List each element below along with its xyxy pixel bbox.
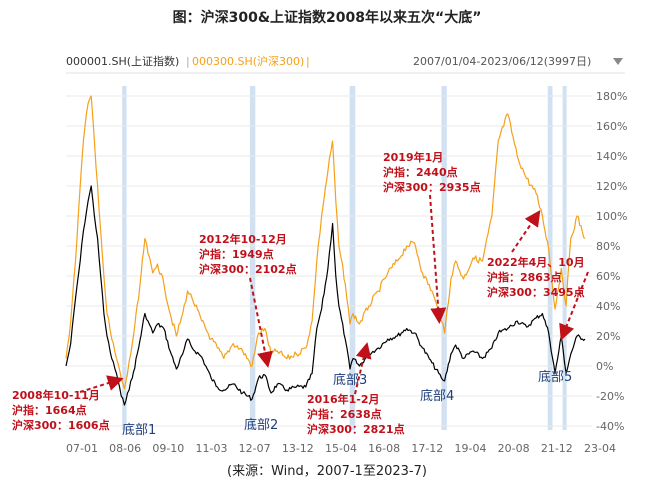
annotation-bottom-5: 2022年4月、10月 沪指：2863点 沪深300：3495点 bbox=[487, 255, 585, 299]
annotation-line: 沪深300：1606点 bbox=[12, 418, 110, 432]
y-tick-label: 120% bbox=[596, 180, 627, 193]
x-tick-label: 21-12 bbox=[541, 442, 573, 455]
x-tick-label: 15-04 bbox=[325, 442, 357, 455]
bottom-label-2: 底部2 bbox=[244, 417, 278, 433]
y-tick-label: 140% bbox=[596, 150, 627, 163]
x-tick-label: 19-04 bbox=[455, 442, 487, 455]
chart-title: 图：沪深300&上证指数2008年以来五次“大底” bbox=[173, 9, 482, 26]
annotation-line: 2016年1-2月 bbox=[307, 392, 380, 406]
annotation-line: 沪指：2440点 bbox=[383, 165, 458, 179]
annotation-line: 2019年1月 bbox=[383, 150, 443, 164]
series-lines bbox=[65, 95, 586, 406]
x-tick-label: 08-06 bbox=[109, 442, 141, 455]
x-tick-label: 12-07 bbox=[239, 442, 271, 455]
highlight-band bbox=[562, 86, 567, 430]
x-tick-label: 23-04 bbox=[584, 442, 616, 455]
highlight-band bbox=[349, 86, 356, 430]
highlight-band bbox=[249, 86, 256, 430]
x-tick-label: 17-12 bbox=[411, 442, 443, 455]
legend-separator: | bbox=[186, 55, 190, 68]
x-tick-label: 09-10 bbox=[152, 442, 184, 455]
y-tick-label: -40% bbox=[596, 420, 624, 433]
annotation-arrow-3 bbox=[354, 342, 372, 395]
annotation-bottom-1: 2008年10-11月 沪指：1664点 沪深300：1606点 bbox=[12, 388, 110, 432]
annotation-line: 沪指：2638点 bbox=[307, 407, 382, 421]
annotation-line: 2008年10-11月 bbox=[12, 388, 100, 402]
date-range-dropdown-icon[interactable] bbox=[613, 58, 623, 65]
x-tick-label: 16-08 bbox=[368, 442, 400, 455]
x-tick-label: 20-08 bbox=[498, 442, 530, 455]
legend-separator-2: | bbox=[306, 55, 310, 68]
y-tick-label: 100% bbox=[596, 210, 627, 223]
x-tick-label: 11-03 bbox=[196, 442, 228, 455]
date-range-label[interactable]: 2007/01/04-2023/06/12(3997日) bbox=[413, 55, 591, 68]
annotation-arrow-2 bbox=[249, 277, 273, 368]
y-tick-label: 0% bbox=[596, 360, 613, 373]
y-tick-label: -20% bbox=[596, 390, 624, 403]
highlight-band bbox=[122, 86, 127, 430]
y-tick-label: 60% bbox=[596, 270, 620, 283]
annotation-arrow-5b bbox=[559, 271, 589, 341]
annotation-bottom-4: 2019年1月 沪指：2440点 沪深300：2935点 bbox=[383, 150, 481, 194]
y-tick-label: 80% bbox=[596, 240, 620, 253]
annotation-line: 沪深300：2935点 bbox=[383, 180, 481, 194]
y-tick-label: 40% bbox=[596, 300, 620, 313]
annotation-bottom-2: 2012年10-12月 沪指：1949点 沪深300：2102点 bbox=[199, 232, 297, 276]
y-tick-label: 20% bbox=[596, 330, 620, 343]
bottom-label-4: 底部4 bbox=[420, 388, 454, 404]
series-line-sse bbox=[65, 185, 586, 406]
source-note: (来源：Wind，2007-1至2023-7) bbox=[227, 464, 427, 479]
highlight-band bbox=[441, 86, 447, 430]
annotation-line: 沪指：1664点 bbox=[12, 403, 87, 417]
x-axis-labels: 07-01 08-06 09-10 11-03 12-07 13-12 15-04 16-08… bbox=[66, 442, 616, 455]
bottom-label-1: 底部1 bbox=[122, 422, 156, 438]
annotation-line: 沪指：2863点 bbox=[487, 270, 562, 284]
legend-csi300[interactable]: 000300.SH(沪深300) bbox=[192, 54, 304, 68]
annotation-arrow-5a bbox=[511, 210, 541, 253]
annotation-line: 沪深300：3495点 bbox=[487, 285, 585, 299]
grid bbox=[66, 95, 592, 427]
annotation-line: 2012年10-12月 bbox=[199, 232, 287, 246]
y-tick-label: 160% bbox=[596, 120, 627, 133]
annotation-line: 沪指：1949点 bbox=[199, 247, 274, 261]
x-tick-label: 07-01 bbox=[66, 442, 98, 455]
annotation-line: 2022年4月、10月 bbox=[487, 255, 585, 269]
y-axis-labels: 180% 160% 140% 120% 100% 80% 60% 40% 20% 0% -20% -4… bbox=[596, 90, 627, 433]
bottom-label-5: 底部5 bbox=[538, 369, 572, 385]
legend-sse[interactable]: 000001.SH(上证指数) bbox=[66, 54, 179, 68]
y-tick-label: 180% bbox=[596, 90, 627, 103]
x-tick-label: 13-12 bbox=[282, 442, 314, 455]
annotation-bottom-3: 2016年1-2月 沪指：2638点 沪深300：2821点 bbox=[307, 392, 405, 436]
annotation-line: 沪深300：2821点 bbox=[307, 422, 405, 436]
bottom-label-3: 底部3 bbox=[333, 372, 367, 388]
series-line-csi300 bbox=[65, 95, 586, 390]
annotation-line: 沪深300：2102点 bbox=[199, 262, 297, 276]
